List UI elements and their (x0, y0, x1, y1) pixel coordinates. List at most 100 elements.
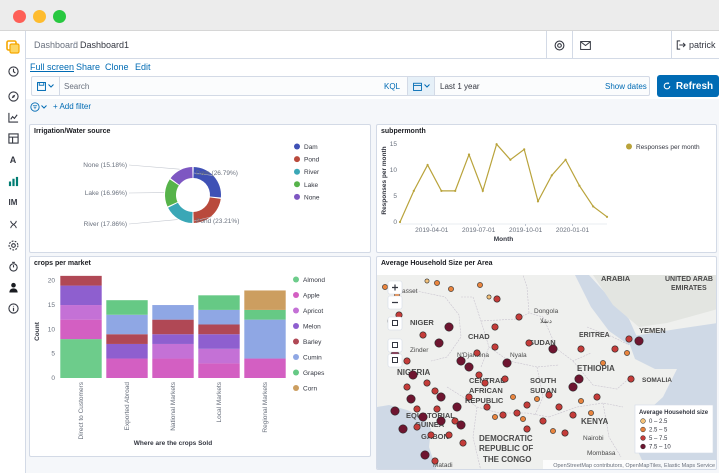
map-data-point[interactable] (431, 457, 439, 465)
data-point[interactable] (398, 220, 402, 224)
breadcrumb-dashboard[interactable]: Dashboard (34, 40, 79, 50)
legend-label[interactable]: River (304, 169, 320, 176)
data-point[interactable] (481, 189, 484, 192)
canvas-icon[interactable]: A (9, 155, 17, 165)
data-point[interactable] (467, 153, 471, 156)
data-point[interactable] (426, 163, 429, 167)
data-point[interactable] (550, 174, 553, 177)
data-point[interactable] (509, 158, 512, 161)
data-point[interactable] (523, 148, 526, 151)
map-data-point[interactable] (398, 424, 408, 434)
bar-segment-cumin[interactable] (106, 314, 148, 335)
refresh-button[interactable]: Refresh (657, 75, 719, 97)
map-data-point[interactable] (475, 371, 483, 379)
full-screen-link[interactable]: Full screen (30, 62, 75, 72)
bar-segment-cumin[interactable] (152, 305, 194, 320)
map-data-point[interactable] (501, 375, 509, 383)
map-data-point[interactable] (451, 417, 459, 425)
help-button[interactable] (546, 31, 572, 59)
bar-segment-corn[interactable] (244, 290, 286, 310)
map-data-point[interactable] (464, 362, 474, 372)
bar-segment-cumin[interactable] (198, 309, 240, 325)
draw-point-control[interactable] (387, 338, 403, 353)
map-data-point[interactable] (459, 439, 467, 447)
bar-segment-apple[interactable] (106, 358, 148, 378)
map-data-point[interactable] (486, 294, 492, 300)
map-data-point[interactable] (452, 402, 462, 412)
map-data-point[interactable] (427, 431, 435, 439)
map-data-point[interactable] (434, 338, 444, 348)
map-data-point[interactable] (534, 396, 540, 402)
map-data-point[interactable] (627, 375, 635, 383)
series-line[interactable] (399, 142, 608, 223)
map-data-point[interactable] (578, 398, 584, 404)
map-data-point[interactable] (403, 357, 411, 365)
elastic-logo-icon[interactable] (6, 40, 20, 54)
donut-slice-river[interactable] (168, 202, 193, 223)
monitoring-icon[interactable] (6, 259, 20, 273)
data-point[interactable] (564, 158, 567, 161)
map-data-point[interactable] (436, 416, 446, 426)
map-data-point[interactable] (448, 286, 454, 292)
info-icon[interactable] (6, 301, 20, 315)
map-data-point[interactable] (465, 393, 473, 401)
map-data-point[interactable] (473, 349, 481, 357)
donut-slice-dam[interactable] (193, 167, 222, 198)
bar-segment-barley[interactable] (198, 324, 240, 335)
map-data-point[interactable] (477, 282, 483, 288)
settings-gear-icon[interactable] (6, 238, 20, 252)
minimize-window-button[interactable] (33, 10, 46, 23)
dashboard-icon[interactable] (6, 131, 20, 145)
zoom-out-control[interactable] (387, 295, 403, 310)
map-data-point[interactable] (555, 403, 563, 411)
map-data-point[interactable] (525, 339, 533, 347)
data-point[interactable] (605, 215, 609, 218)
map-data-point[interactable] (456, 420, 466, 430)
show-dates-link[interactable]: Show dates (605, 82, 647, 91)
data-point[interactable] (412, 189, 415, 192)
map-data-point[interactable] (625, 335, 633, 343)
kql-toggle[interactable]: KQL (384, 82, 401, 91)
data-point[interactable] (536, 200, 540, 203)
legend-label[interactable]: Apricot (303, 308, 323, 315)
stacked-bar-chart[interactable]: 0 5 10 15 20 Direct to Customers Exported Abro… (30, 257, 371, 457)
map-data-point[interactable] (568, 382, 578, 392)
legend-label[interactable]: Apple (303, 293, 320, 300)
ml-icon[interactable]: IM (8, 197, 18, 207)
donut-slice-none[interactable] (170, 167, 193, 185)
data-point[interactable] (495, 143, 498, 146)
edit-link[interactable]: Edit (135, 62, 151, 72)
bar-segment-grapes[interactable] (198, 295, 240, 310)
maximize-window-button[interactable] (53, 10, 66, 23)
map-data-point[interactable] (588, 410, 594, 416)
map-data-point[interactable] (481, 379, 489, 387)
legend-label[interactable]: Almond (303, 277, 325, 284)
map-data-point[interactable] (423, 379, 431, 387)
zoom-in-control[interactable] (387, 280, 403, 295)
map-data-point[interactable] (545, 391, 553, 399)
map-data-point[interactable] (593, 393, 601, 401)
bar-segment-apricot[interactable] (152, 343, 194, 359)
map-data-point[interactable] (499, 411, 507, 419)
user-menu-button[interactable]: patrick (671, 31, 719, 59)
add-filter-link[interactable]: + Add filter (53, 102, 92, 111)
newsfeed-button[interactable] (572, 31, 598, 59)
bar-segment-barley[interactable] (60, 275, 102, 286)
bar-segment-melon[interactable] (198, 334, 240, 349)
legend-label[interactable]: Lake (304, 182, 318, 189)
legend-label[interactable]: Dam (304, 144, 318, 151)
map-data-point[interactable] (406, 394, 416, 404)
bar-segment-melon[interactable] (60, 285, 102, 306)
legend-label[interactable]: None (304, 194, 320, 201)
bar-segment-barley[interactable] (106, 334, 148, 344)
bar-segment-melon[interactable] (106, 343, 148, 359)
map-data-point[interactable] (492, 414, 498, 420)
map-data-point[interactable] (523, 401, 531, 409)
legend-label[interactable]: Barley (303, 339, 322, 346)
bar-segment-melon[interactable] (152, 334, 194, 344)
bar-segment-apple[interactable] (152, 358, 194, 378)
region-map[interactable]: ARABIA UNITED ARAB EMIRATES Dongola دنقلا NIG… (377, 257, 717, 470)
share-link[interactable]: Share (76, 62, 101, 72)
map-data-point[interactable] (523, 425, 531, 433)
bar-segment-apple[interactable] (60, 319, 102, 340)
